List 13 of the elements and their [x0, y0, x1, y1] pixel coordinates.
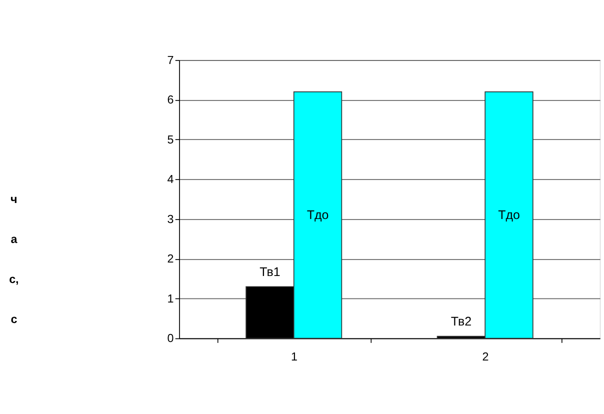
data-label: Тв2 [450, 314, 472, 328]
y-tick-label: 4 [167, 173, 174, 186]
y-tick-label: 2 [167, 252, 174, 266]
y-tick-label: 0 [167, 332, 174, 346]
y-tick-label: 3 [167, 212, 174, 226]
data-label: Тдо [498, 208, 520, 222]
data-label: Тдо [306, 208, 329, 222]
y-tick-label: 5 [167, 133, 174, 146]
y-tick-label: 7 [167, 54, 174, 67]
y-tick-label: 1 [167, 292, 174, 306]
text: час, с [9, 192, 19, 326]
y-tick-label: 6 [167, 94, 174, 107]
data-label: Тв1 [260, 264, 280, 279]
